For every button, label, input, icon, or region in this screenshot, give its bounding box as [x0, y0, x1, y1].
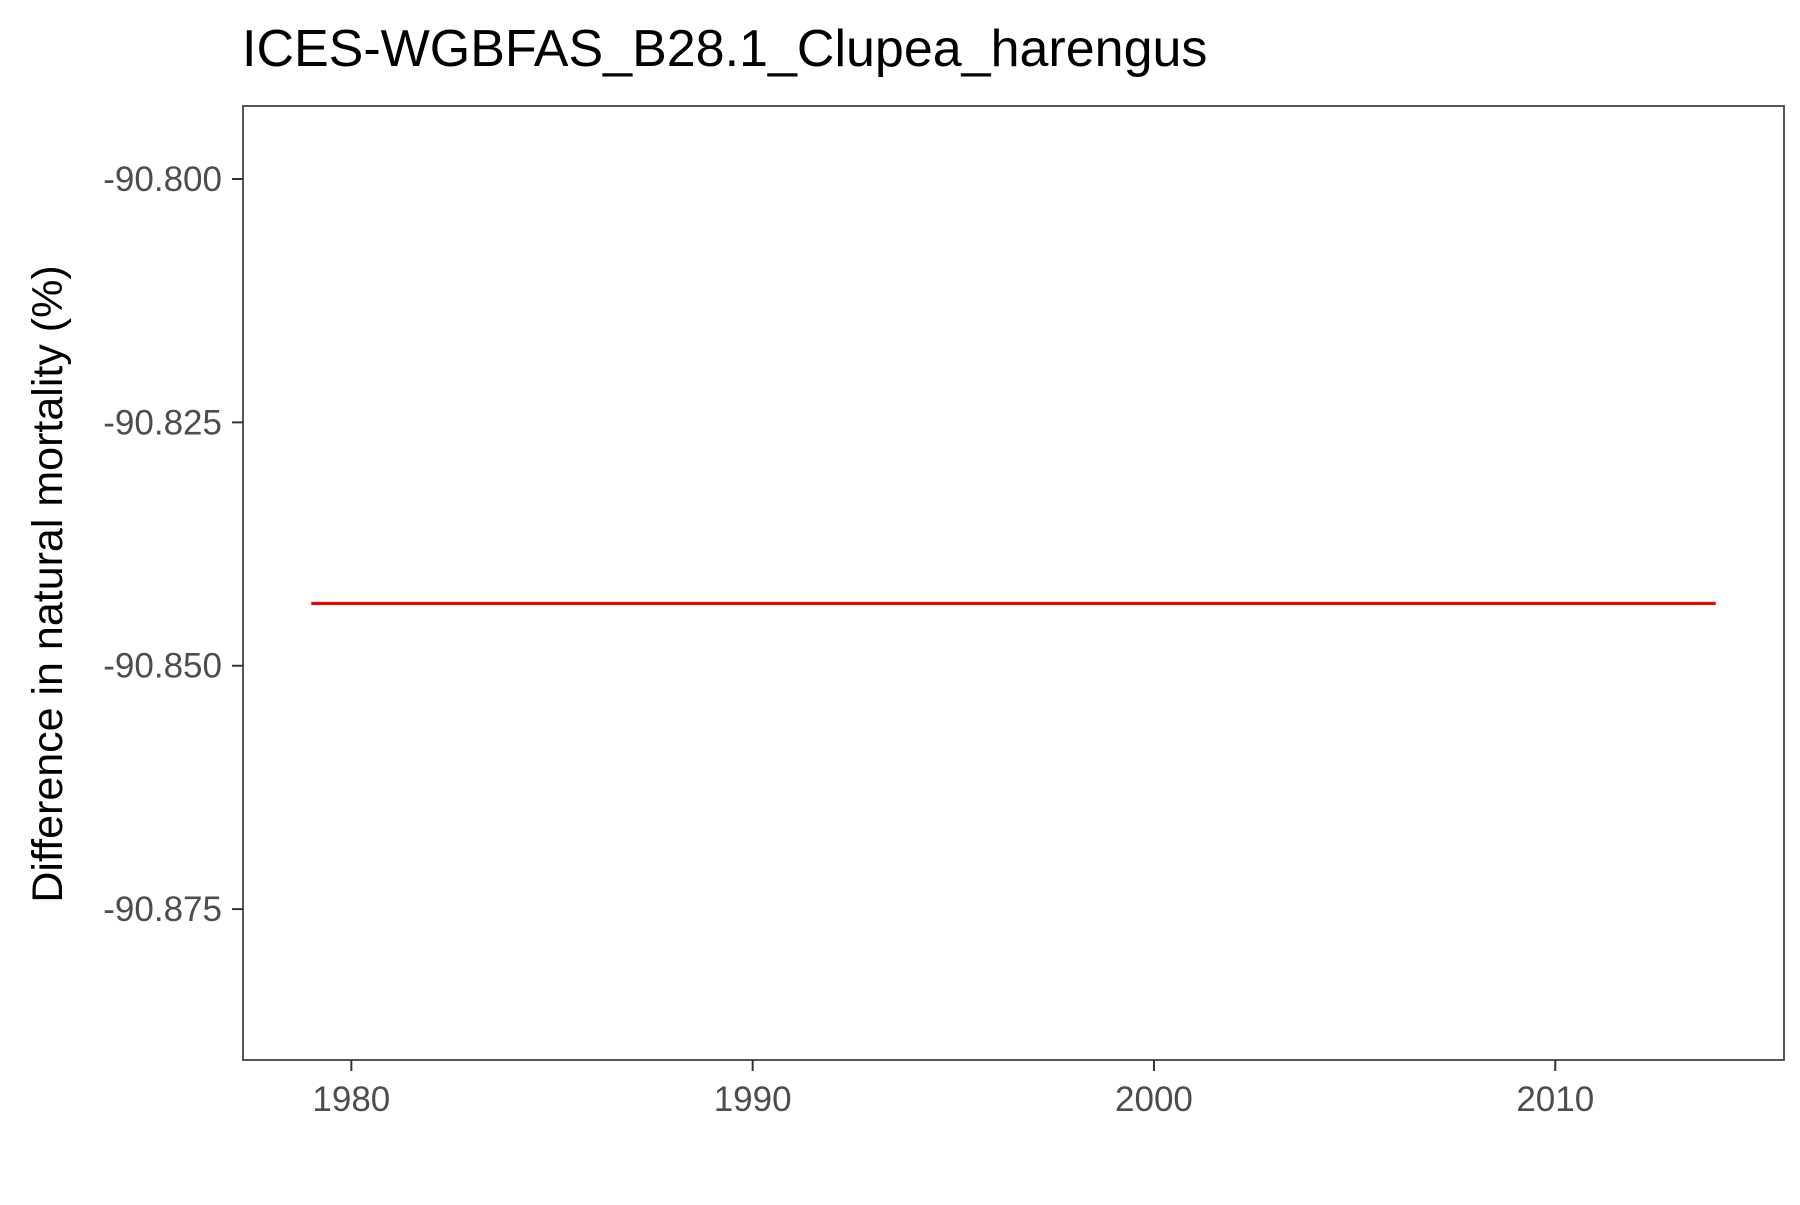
y-tick-label-2: -90.850	[103, 647, 222, 686]
x-tick-label-1980: 1980	[312, 1080, 390, 1119]
y-tick-label-3: -90.875	[103, 890, 222, 929]
y-tick-label-0: -90.800	[103, 160, 222, 199]
plot-panel-border	[242, 105, 1785, 1061]
chart-title: ICES-WGBFAS_B28.1_Clupea_harengus	[242, 20, 1207, 78]
y-axis-label: Difference in natural mortality (%)	[24, 265, 72, 902]
y-tick-label-1: -90.825	[103, 403, 222, 442]
plot-area: 1980 1990 2000 2010 -90.800 -90.825 -90.850 -90…	[103, 105, 1785, 1119]
x-tick-label-1990: 1990	[714, 1080, 792, 1119]
x-tick-label-2010: 2010	[1516, 1080, 1594, 1119]
x-tick-label-2000: 2000	[1115, 1080, 1193, 1119]
